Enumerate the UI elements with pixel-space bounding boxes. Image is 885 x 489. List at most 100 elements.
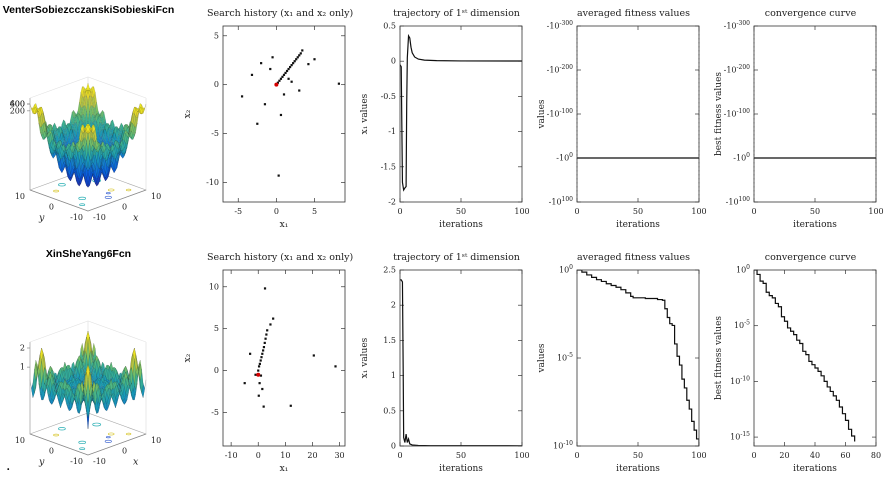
venter-search-history-plot: -5 0 5 -10 -5 0 5 x₁ x₂	[183, 25, 346, 230]
venter-trajectory-panel: trajectory of 1ˢᵗ dimension 0 50 100 -2 -1.5…	[354, 0, 531, 244]
svg-text:0: 0	[214, 366, 219, 375]
svg-text:-1.5: -1.5	[381, 162, 396, 171]
svg-text:x₁ values: x₁ values	[360, 93, 370, 134]
venter-search-history-panel: Search history (x₁ and x₂ only) -5 0 5 -10-…	[177, 0, 354, 244]
svg-text:-10100: -10100	[549, 196, 574, 207]
svg-text:20: 20	[307, 451, 317, 460]
svg-text:-10-100: -10-100	[724, 108, 751, 119]
svg-text:20: 20	[779, 451, 789, 460]
svg-text:y: y	[38, 457, 45, 468]
venter-convergence-plot: 0 50 100 -10-300 -10-200 -10-100 -100 -10100 ite…	[714, 20, 884, 230]
svg-text:5: 5	[214, 31, 219, 40]
svg-text:0: 0	[214, 80, 219, 89]
svg-text:10-5: 10-5	[557, 352, 573, 363]
svg-text:200: 200	[10, 106, 25, 115]
svg-text:5: 5	[312, 207, 317, 216]
svg-text:100: 100	[691, 451, 706, 460]
svg-text:-10100: -10100	[726, 196, 751, 207]
xinsheyang-trajectory-plot: 0 50 100 0 0.5 1 1.5 2 2.5 iterations x₁ values	[360, 266, 530, 475]
svg-text:50: 50	[633, 451, 643, 460]
svg-text:-5: -5	[234, 207, 242, 216]
xinsheyang-averaged-fitness-panel: averaged fitness values 0 50 100 100 10-5 10-…	[531, 244, 708, 488]
svg-text:iterations: iterations	[793, 464, 837, 474]
svg-text:1: 1	[20, 363, 25, 372]
svg-text:best fitness values: best fitness values	[714, 72, 724, 156]
svg-text:-1: -1	[388, 127, 396, 136]
svg-text:1: 1	[391, 371, 396, 380]
svg-text:-100: -100	[556, 152, 573, 163]
svg-text:10: 10	[151, 192, 161, 201]
svg-text:100: 100	[691, 207, 706, 216]
svg-text:-10-300: -10-300	[724, 20, 751, 31]
svg-text:2: 2	[391, 301, 396, 310]
svg-text:x₁: x₁	[280, 464, 289, 474]
svg-text:10: 10	[151, 436, 161, 445]
svg-text:-10: -10	[93, 213, 106, 222]
svg-text:30: 30	[334, 451, 344, 460]
svg-text:0: 0	[391, 442, 396, 451]
xinsheyang-averaged-fitness-plot: 0 50 100 100 10-5 10-10 iterations values	[537, 264, 707, 474]
svg-text:iterations: iterations	[439, 464, 483, 474]
svg-text:10-5: 10-5	[734, 320, 750, 331]
svg-text:0: 0	[397, 451, 402, 460]
svg-text:100: 100	[736, 264, 750, 275]
svg-text:-10: -10	[70, 457, 83, 466]
svg-text:-10: -10	[206, 178, 219, 187]
svg-text:0: 0	[397, 207, 402, 216]
svg-text:best fitness values: best fitness values	[714, 316, 724, 400]
svg-text:5: 5	[214, 324, 219, 333]
svg-text:0: 0	[49, 203, 54, 212]
svg-text:10-10: 10-10	[730, 375, 750, 386]
svg-text:0: 0	[574, 451, 579, 460]
svg-text:10: 10	[280, 451, 290, 460]
svg-text:60: 60	[840, 451, 850, 460]
svg-text:y: y	[38, 213, 45, 224]
svg-text:50: 50	[810, 207, 820, 216]
svg-text:100: 100	[514, 207, 529, 216]
svg-text:x₁: x₁	[280, 220, 289, 230]
svg-text:10-15: 10-15	[730, 431, 750, 442]
svg-text:0: 0	[574, 207, 579, 216]
svg-text:values: values	[537, 343, 547, 373]
svg-text:50: 50	[633, 207, 643, 216]
xinsheyang-convergence-panel: convergence curve 0 20 40 60 80 100 10-5 10-10 1…	[708, 244, 885, 488]
svg-text:10: 10	[15, 436, 25, 445]
svg-text:50: 50	[456, 207, 466, 216]
svg-text:x₂: x₂	[183, 109, 193, 118]
svg-text:-5: -5	[211, 129, 219, 138]
footnote-dot: .	[6, 458, 11, 474]
svg-text:-10-200: -10-200	[724, 64, 751, 75]
svg-text:40: 40	[810, 451, 820, 460]
svg-text:x: x	[133, 457, 139, 468]
svg-text:-10: -10	[93, 457, 106, 466]
svg-text:100: 100	[514, 451, 529, 460]
svg-text:-100: -100	[733, 152, 750, 163]
venter-surface-panel: VenterSobiezcczanskiSobieskiFcn 200 400 60…	[0, 0, 177, 244]
venter-trajectory-plot: 0 50 100 -2 -1.5 -1 -0.5 0 0.5 iterations x₁ value…	[360, 22, 530, 231]
svg-text:x₁ values: x₁ values	[360, 337, 370, 378]
svg-text:0: 0	[256, 451, 261, 460]
svg-text:400: 400	[10, 100, 25, 109]
xinsheyang-search-history-panel: Search history (x₁ and x₂ only) -10 0 10 20…	[177, 244, 354, 488]
svg-text:0: 0	[274, 207, 279, 216]
svg-text:-10: -10	[70, 213, 83, 222]
svg-text:-2: -2	[388, 198, 396, 207]
svg-text:100: 100	[559, 264, 573, 275]
svg-text:600: 600	[10, 100, 25, 109]
svg-text:-10-300: -10-300	[547, 20, 574, 31]
svg-text:x: x	[133, 213, 139, 224]
svg-text:0.5: 0.5	[383, 406, 396, 415]
svg-text:100: 100	[868, 207, 883, 216]
svg-text:0: 0	[751, 207, 756, 216]
venter-averaged-fitness-plot: 0 50 100 -10-300 -10-200 -10-100 -100 -10100 ite…	[537, 20, 707, 230]
svg-text:0: 0	[122, 203, 127, 212]
xinsheyang-surface-plot: 1 2 -10 0 10 -10 0 10 y x	[15, 320, 161, 468]
svg-text:10-10: 10-10	[553, 440, 573, 451]
svg-text:50: 50	[456, 451, 466, 460]
svg-text:x₂: x₂	[183, 353, 193, 362]
svg-text:-5: -5	[211, 408, 219, 417]
svg-text:iterations: iterations	[439, 220, 483, 230]
venter-averaged-fitness-panel: averaged fitness values 0 50 100 -10-300 -10…	[531, 0, 708, 244]
